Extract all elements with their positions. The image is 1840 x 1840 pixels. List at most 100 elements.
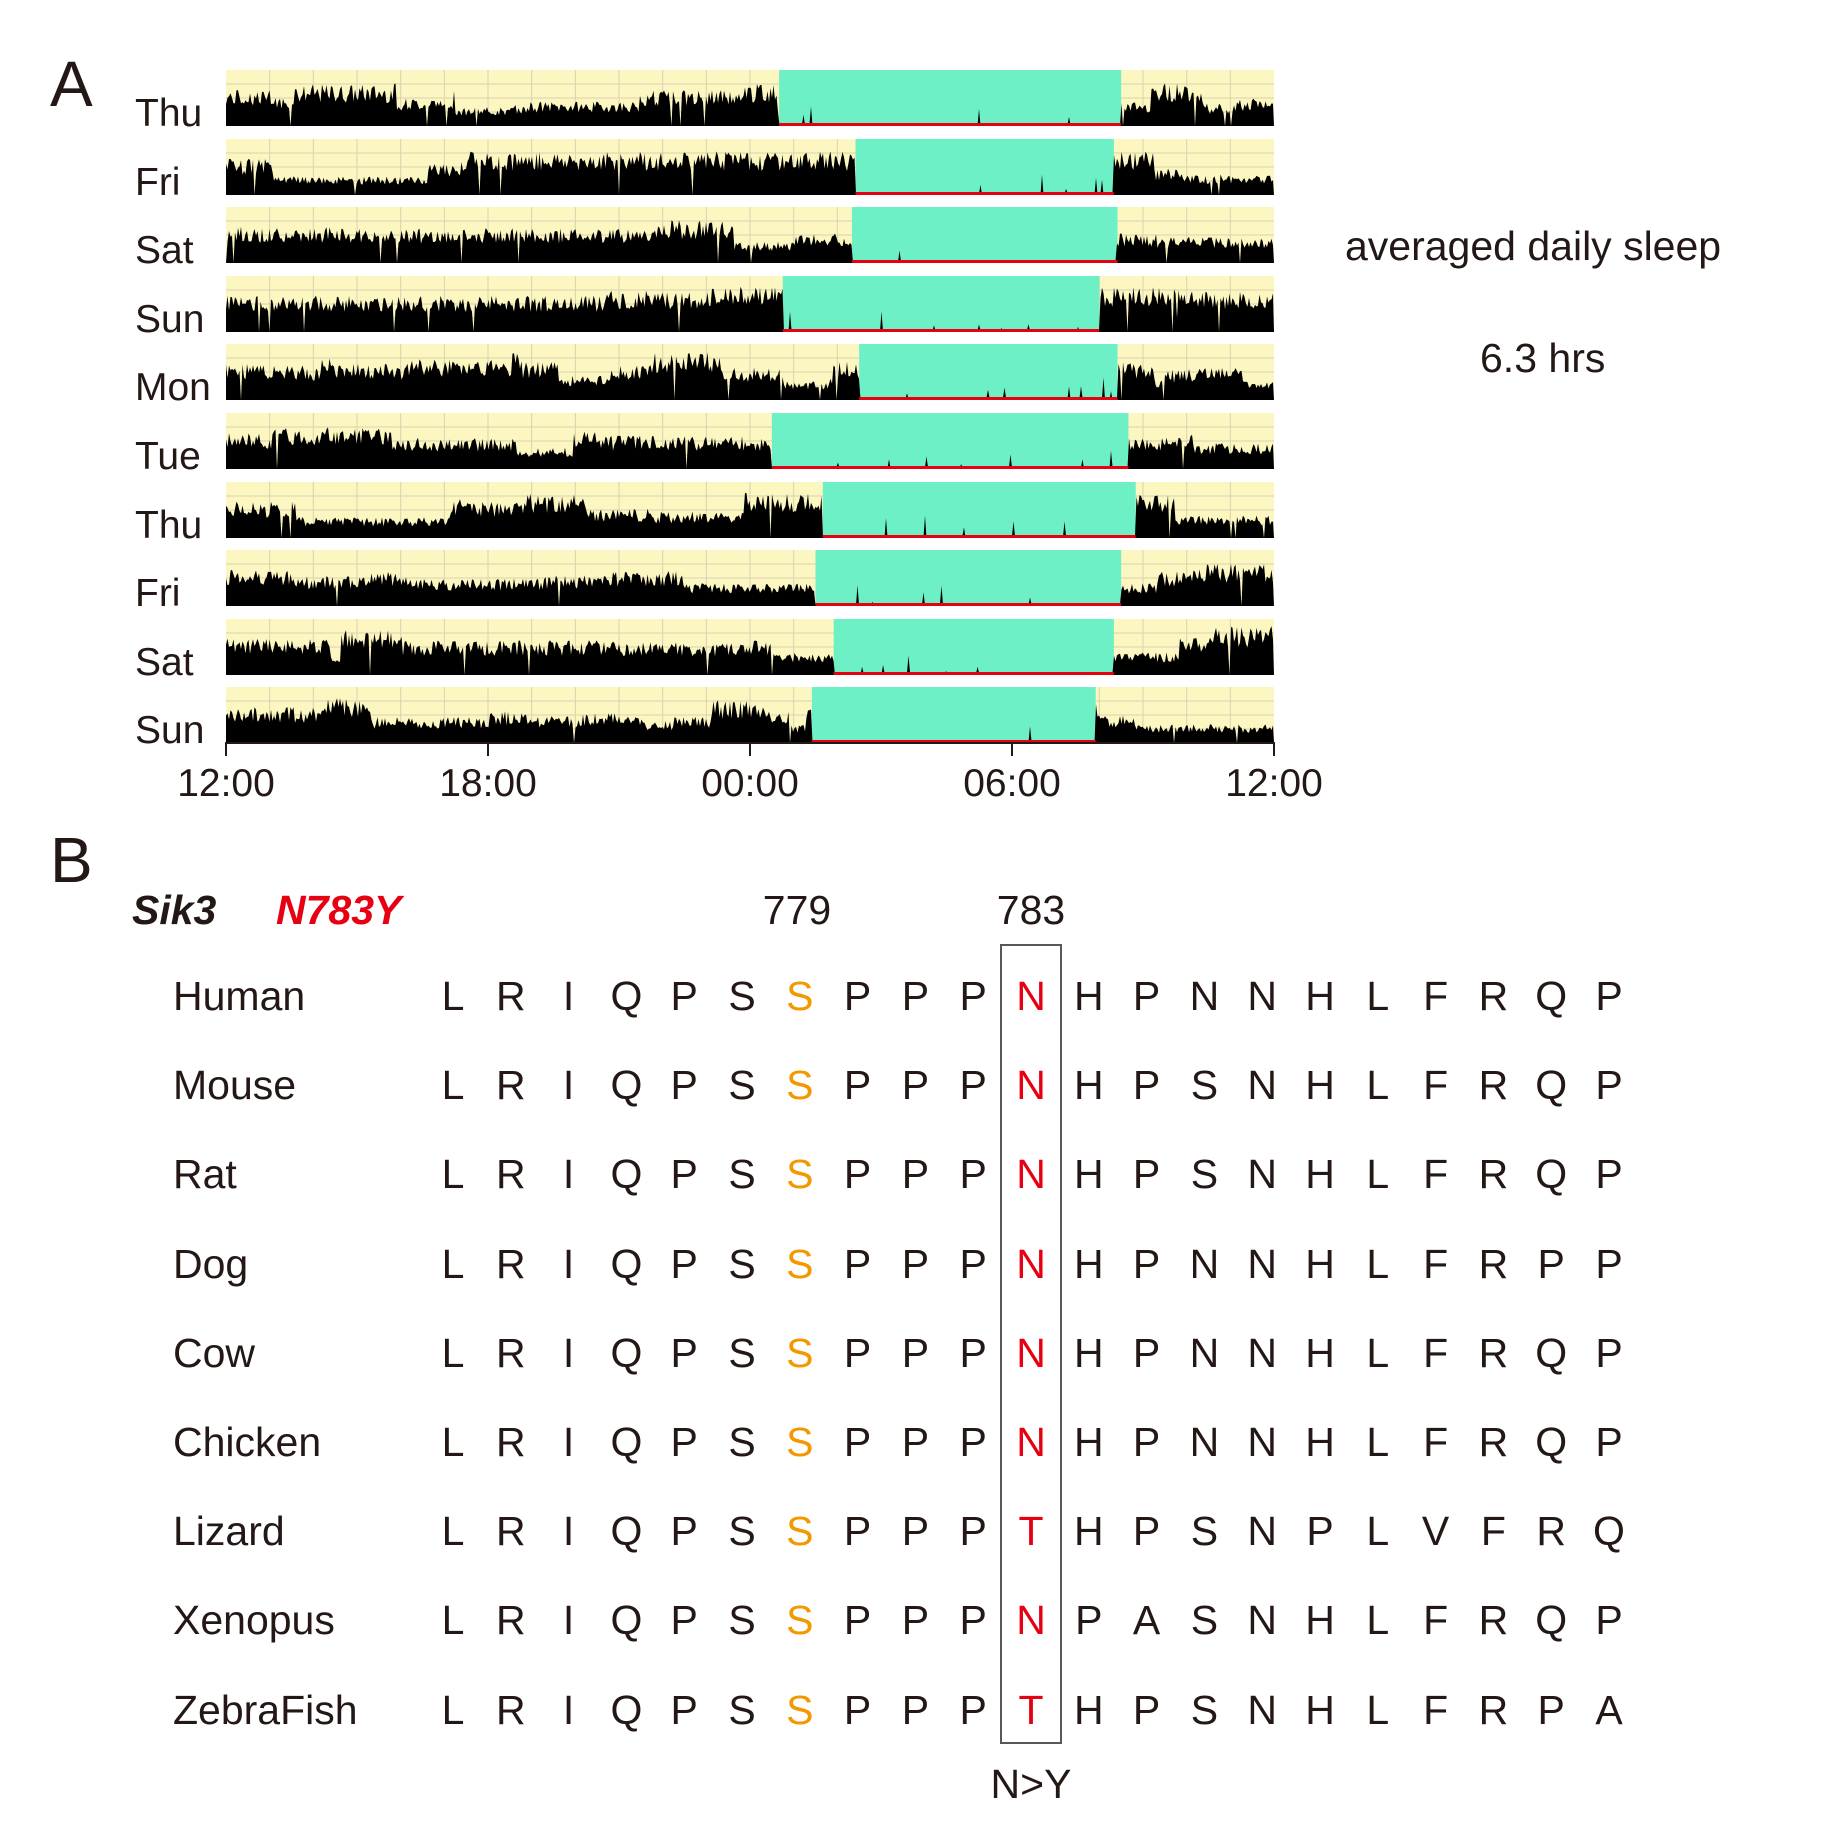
species-label: Xenopus: [173, 1597, 335, 1644]
residue: P: [843, 1062, 872, 1109]
residue: N: [1247, 1508, 1277, 1555]
residue: N: [1189, 1240, 1220, 1287]
residue: Q: [1535, 973, 1568, 1019]
day-label: Sun: [135, 297, 205, 341]
residue: L: [1366, 1686, 1390, 1733]
residue: N: [1247, 1597, 1277, 1644]
residue: L: [1366, 973, 1390, 1019]
residue: H: [1305, 1062, 1335, 1109]
axis-tick: [225, 742, 227, 756]
residue: R: [495, 1686, 526, 1733]
residue: S: [728, 1151, 756, 1198]
residue: Q: [610, 1686, 643, 1733]
residue: P: [670, 1508, 698, 1555]
residue: Q: [1535, 1062, 1568, 1109]
residue: S: [786, 1508, 814, 1555]
residue: V: [1421, 1508, 1450, 1555]
species-label: Rat: [173, 1151, 237, 1198]
residue: P: [959, 1329, 987, 1376]
residue: H: [1073, 973, 1104, 1019]
residue: P: [1132, 1240, 1161, 1287]
residue: H: [1305, 1151, 1335, 1198]
residue: R: [495, 1508, 526, 1555]
tick-label: 12:00: [177, 762, 275, 805]
residue: H: [1305, 1686, 1335, 1733]
activity-trace: [226, 698, 1274, 744]
residue: P: [1595, 1151, 1623, 1198]
residue: S: [728, 1062, 756, 1109]
residue: R: [495, 1240, 526, 1287]
residue: P: [959, 1597, 987, 1644]
residue: L: [1366, 1329, 1390, 1376]
residue: S: [786, 973, 814, 1019]
residue: H: [1073, 1151, 1104, 1198]
day-label: Fri: [135, 572, 181, 616]
sleep-period: [815, 550, 1122, 607]
residue: L: [441, 1329, 465, 1376]
residue: P: [959, 1686, 987, 1733]
residue: R: [495, 1597, 526, 1644]
residue: S: [728, 1419, 756, 1465]
mutation-column-box: [1000, 944, 1062, 1744]
residue: P: [843, 1419, 872, 1465]
residue: P: [670, 1419, 698, 1465]
residue: P: [959, 1151, 987, 1198]
residue: S: [786, 1151, 814, 1198]
tick-label: 12:00: [1225, 762, 1323, 805]
residue: P: [901, 973, 930, 1019]
residue: L: [1366, 1419, 1390, 1465]
day-activity-track: [226, 275, 1274, 332]
residue: P: [670, 1686, 698, 1733]
sleep-period: [822, 481, 1136, 538]
residue: L: [1366, 1240, 1390, 1287]
residue: H: [1073, 1329, 1104, 1376]
residue: R: [495, 973, 526, 1019]
residue: P: [843, 1151, 872, 1198]
residue: I: [562, 1240, 575, 1287]
species-label: Dog: [173, 1240, 249, 1287]
residue: L: [1366, 1597, 1390, 1644]
mutation-caption: N>Y: [990, 1761, 1072, 1807]
residue: N: [1016, 1062, 1046, 1109]
residue: P: [901, 1686, 930, 1733]
residue: L: [441, 1508, 465, 1555]
residue: F: [1423, 1062, 1449, 1109]
residue: H: [1305, 1597, 1335, 1644]
residue: S: [786, 1597, 814, 1644]
sleep-period: [859, 344, 1118, 401]
residue: S: [1190, 1508, 1219, 1555]
residue: N: [1016, 1597, 1046, 1644]
day-activity-track: [226, 413, 1274, 469]
residue: P: [843, 1240, 872, 1287]
residue: I: [562, 1597, 575, 1644]
residue: Q: [610, 1151, 643, 1198]
tick-label: 00:00: [701, 762, 799, 805]
residue: H: [1305, 973, 1335, 1019]
day-activity-track: [226, 481, 1274, 538]
day-label: Sat: [135, 640, 194, 684]
residue: S: [728, 973, 756, 1019]
residue: Q: [1535, 1597, 1568, 1644]
residue: L: [1366, 1508, 1390, 1555]
residue: Q: [1535, 1329, 1568, 1376]
day-activity-track: [226, 207, 1274, 264]
species-label: Human: [173, 973, 306, 1019]
residue: P: [901, 1062, 930, 1109]
residue: S: [786, 1419, 814, 1465]
residue: P: [959, 1419, 987, 1465]
activity-trace: [226, 625, 1274, 675]
activity-trace: [226, 83, 1274, 126]
axis-tick: [749, 742, 751, 756]
residue: L: [441, 1240, 465, 1287]
residue: R: [1478, 1062, 1509, 1109]
day-activity-track: [226, 138, 1274, 195]
residue: N: [1016, 973, 1046, 1019]
residue: F: [1423, 1240, 1449, 1287]
activity-trace: [226, 427, 1274, 469]
residue: R: [495, 1151, 526, 1198]
residue: A: [1132, 1597, 1161, 1644]
residue: P: [1132, 973, 1161, 1019]
residue: H: [1305, 1240, 1335, 1287]
residue: L: [441, 1597, 465, 1644]
day-activity-track: [226, 687, 1274, 744]
